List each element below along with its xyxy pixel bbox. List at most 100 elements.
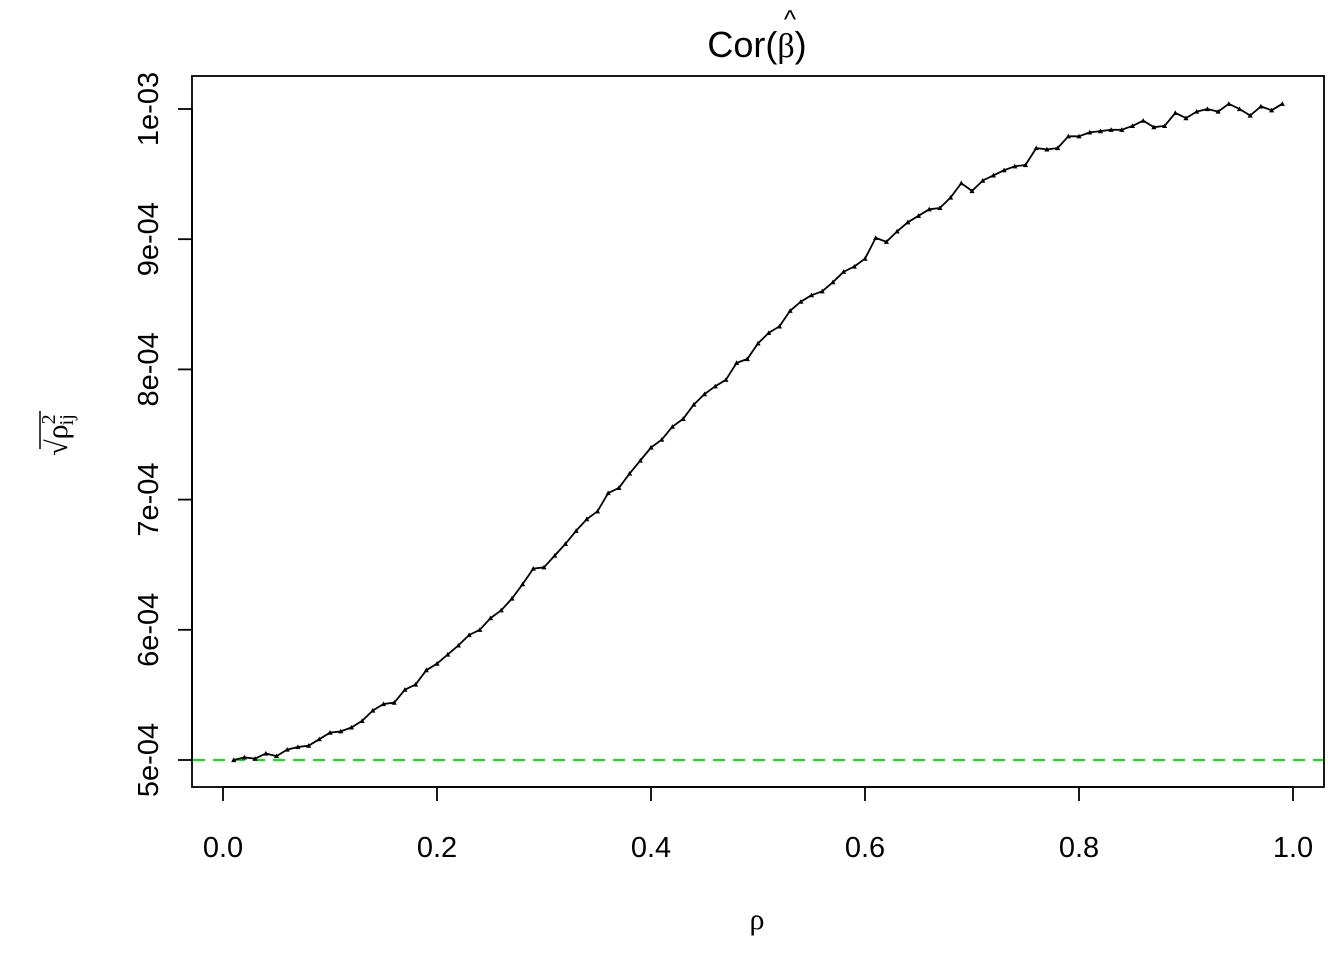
x-axis-title: ρ <box>750 903 765 936</box>
data-point <box>755 340 761 346</box>
data-point <box>883 239 889 244</box>
data-point <box>766 330 772 336</box>
data-point <box>1055 145 1061 151</box>
y-tick-label: 6e-04 <box>133 593 165 667</box>
data-point <box>851 263 857 269</box>
data-point <box>1044 146 1050 152</box>
data-point <box>937 205 943 211</box>
data-point <box>1226 101 1232 106</box>
data-point <box>1194 109 1200 114</box>
data-point <box>969 188 975 194</box>
y-tick-label: 1e-03 <box>133 72 165 146</box>
data-point <box>637 457 643 463</box>
data-point <box>530 566 536 571</box>
data-point <box>338 728 344 734</box>
data-point <box>316 736 322 742</box>
title-hat: ^ <box>784 4 797 34</box>
data-point <box>915 213 922 218</box>
data-point <box>487 615 494 621</box>
y-axis: 5e-04 6e-04 7e-04 8e-04 9e-04 1e-03 <box>133 72 193 797</box>
data-point <box>594 508 601 514</box>
data-point <box>284 746 290 752</box>
data-point <box>1204 106 1210 112</box>
chart-title: Cor(β) <box>707 24 806 65</box>
data-point <box>573 528 579 533</box>
data-point <box>263 750 269 756</box>
y-axis-title-base: ρ <box>41 424 74 439</box>
data-point <box>359 718 365 724</box>
data-point <box>1065 133 1071 139</box>
data-point <box>562 541 568 546</box>
data-point <box>605 490 611 496</box>
data-point <box>1183 115 1189 121</box>
data-point <box>1140 118 1146 123</box>
data-point <box>295 744 301 750</box>
data-point <box>1162 123 1168 129</box>
data-point <box>776 323 782 329</box>
data-point <box>980 178 986 183</box>
data-point <box>873 235 879 240</box>
data-point <box>862 256 868 261</box>
data-point <box>723 377 729 382</box>
data-point <box>744 356 750 362</box>
data-point <box>648 444 654 450</box>
y-axis-title: √ρ2ij <box>38 411 78 456</box>
data-point <box>1022 162 1029 168</box>
data-point <box>680 416 686 421</box>
data-point <box>1258 103 1264 109</box>
y-tick-label: 8e-04 <box>133 332 165 406</box>
data-point <box>691 401 697 407</box>
data-point <box>1076 133 1082 139</box>
data-point <box>734 360 740 365</box>
data-point <box>1279 101 1285 106</box>
data-point <box>1215 109 1221 114</box>
data-point <box>819 288 825 294</box>
data-point <box>552 552 558 558</box>
data-point <box>1172 110 1178 115</box>
y-tick-label: 5e-04 <box>133 723 165 797</box>
data-point <box>241 754 247 760</box>
x-axis: 0.0 0.2 0.4 0.6 0.8 1.0 <box>203 786 1313 864</box>
data-point <box>402 687 408 692</box>
data-point <box>616 485 622 490</box>
data-point <box>659 437 665 442</box>
x-tick-label: 0.0 <box>203 832 243 864</box>
data-point <box>391 700 397 705</box>
data-point <box>701 391 708 397</box>
data-point <box>1151 124 1157 130</box>
y-tick-label: 7e-04 <box>133 463 165 537</box>
data-point <box>841 269 847 274</box>
y-tick-label: 9e-04 <box>133 202 165 276</box>
data-point <box>1119 127 1125 132</box>
data-point <box>830 279 836 285</box>
x-tick-label: 1.0 <box>1273 832 1313 864</box>
data-point <box>252 756 258 761</box>
y-axis-title-sub: ij <box>56 414 78 425</box>
data-point <box>306 743 312 748</box>
data-point <box>948 194 954 200</box>
data-point <box>712 383 718 389</box>
data-point <box>894 228 900 234</box>
data-point <box>669 424 675 429</box>
data-point <box>926 206 932 212</box>
data-point <box>455 642 461 648</box>
x-tick-label: 0.4 <box>631 832 671 864</box>
data-point <box>520 581 526 587</box>
data-point <box>1087 129 1093 135</box>
x-tick-label: 0.8 <box>1059 832 1099 864</box>
svg-text:√ρ2ij: √ρ2ij <box>38 414 78 456</box>
data-point <box>1236 106 1243 112</box>
data-point <box>1247 112 1253 118</box>
data-point <box>627 470 633 476</box>
data-point <box>370 707 376 713</box>
data-point <box>348 724 354 730</box>
data-point <box>990 172 996 178</box>
data-point <box>1269 107 1275 113</box>
data-point <box>1012 163 1018 169</box>
data-point <box>798 299 804 304</box>
data-point <box>1108 127 1114 132</box>
data-point <box>958 180 964 186</box>
x-tick-label: 0.6 <box>845 832 885 864</box>
plot-frame <box>191 75 1325 788</box>
